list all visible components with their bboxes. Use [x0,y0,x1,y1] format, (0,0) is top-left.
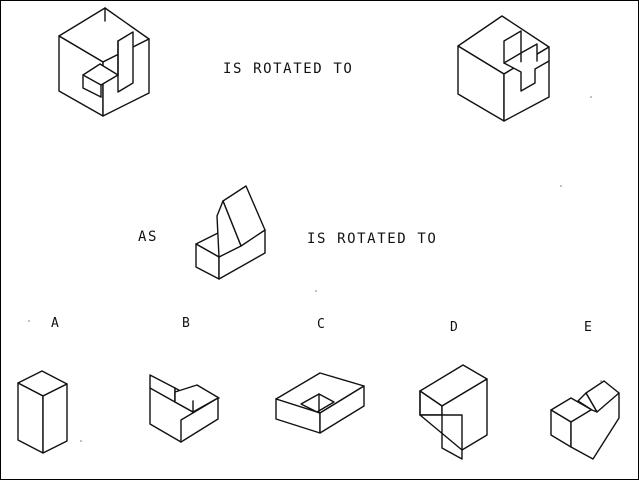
option-c-shape[interactable] [275,372,365,434]
option-b-shape[interactable] [149,374,220,443]
option-label-a: A [51,316,59,331]
option-e-shape[interactable] [550,380,620,460]
row1-source-shape [58,7,150,117]
option-label-d: D [450,320,458,335]
option-label-c: C [317,317,325,332]
row1-result-shape [457,15,550,122]
row2-as-text: AS [138,229,158,245]
row1-rotated-text: IS ROTATED TO [223,61,353,77]
option-label-e: E [584,320,592,335]
option-label-b: B [182,316,190,331]
row2-rotated-text: IS ROTATED TO [307,231,437,247]
row2-source-shape [195,185,266,280]
option-d-shape[interactable] [419,364,488,460]
option-a-shape[interactable] [17,370,68,454]
